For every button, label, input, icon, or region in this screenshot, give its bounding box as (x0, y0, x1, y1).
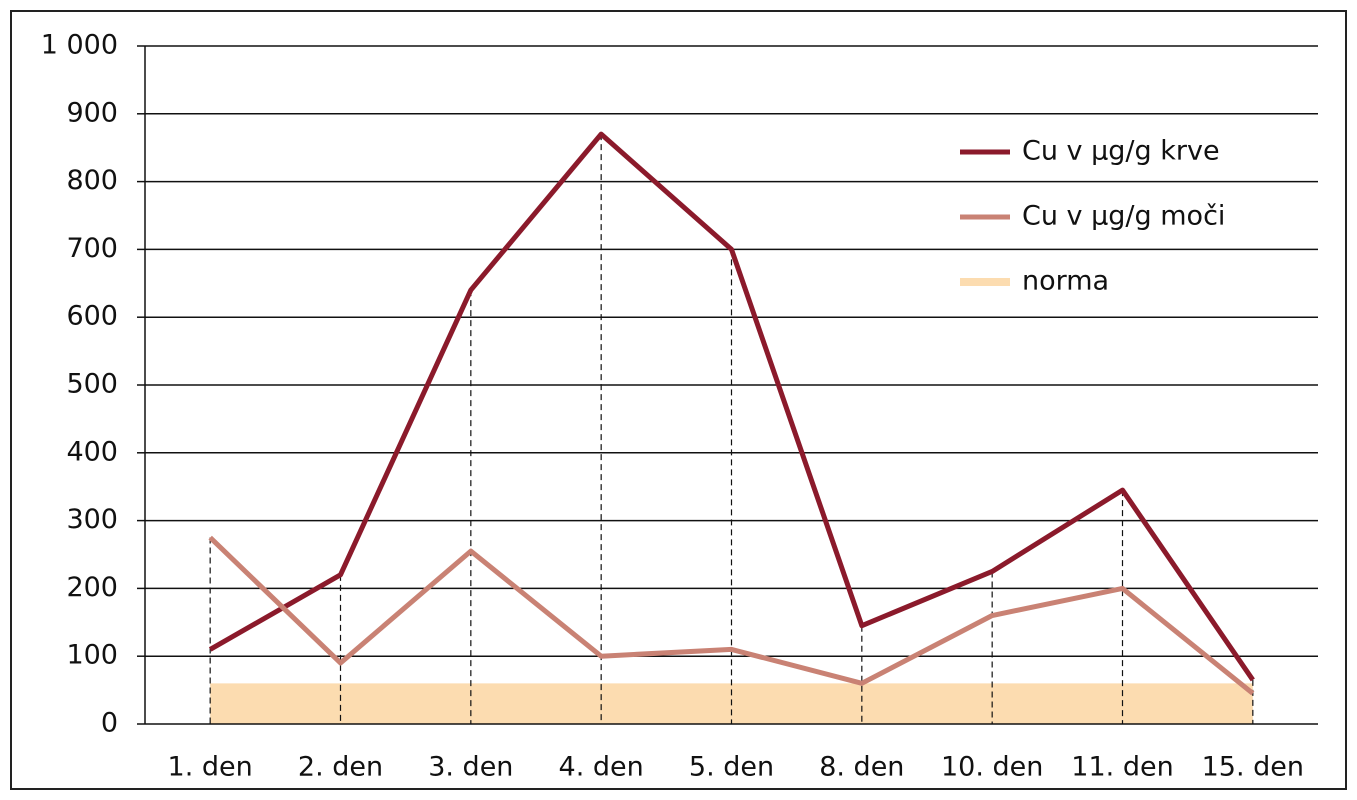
y-tick-label: 300 (66, 504, 118, 535)
y-tick-label: 700 (66, 233, 118, 264)
y-tick-label: 500 (66, 369, 118, 400)
x-tick-label: 2. den (298, 752, 383, 783)
frame (10, 10, 1347, 790)
y-tick-label: 900 (66, 97, 118, 128)
y-tick-label: 0 (101, 708, 118, 739)
series-line (208, 535, 1255, 696)
series-line (208, 131, 1255, 682)
legend-label: norma (1022, 266, 1109, 297)
y-tick-label: 100 (66, 640, 118, 671)
y-tick-label: 600 (66, 301, 118, 332)
legend-label: Cu v µg/g moči (1022, 201, 1225, 232)
x-tick-label: 10. den (941, 752, 1043, 783)
y-tick-label: 800 (66, 165, 118, 196)
x-tick-label: 5. den (689, 752, 774, 783)
x-tick-label: 1. den (168, 752, 253, 783)
y-tick-label: 400 (66, 436, 118, 467)
legend-label: Cu v µg/g krve (1022, 136, 1220, 167)
x-tick-label: 4. den (559, 752, 644, 783)
x-tick-label: 11. den (1071, 752, 1173, 783)
x-tick-label: 8. den (819, 752, 904, 783)
y-tick-label: 200 (66, 572, 118, 603)
legend-swatch (960, 278, 1010, 286)
x-tick-label: 15. den (1202, 752, 1304, 783)
x-tick-label: 3. den (428, 752, 513, 783)
y-tick-label: 1 000 (41, 30, 118, 61)
